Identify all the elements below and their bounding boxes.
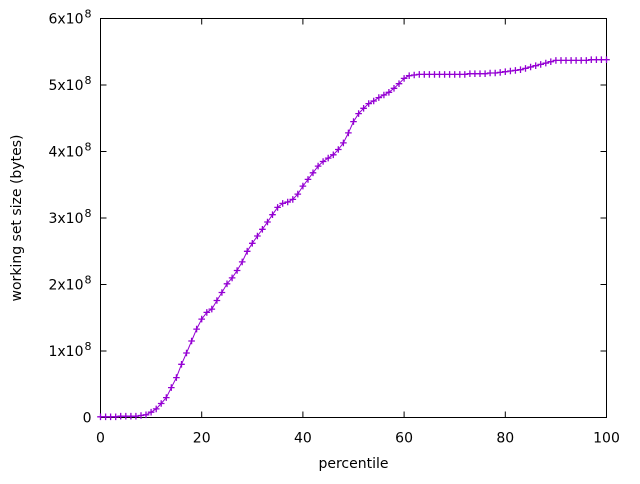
y-tick-label: 3x108 bbox=[48, 207, 91, 227]
x-tick-label: 0 bbox=[96, 431, 105, 447]
y-tick-label: 4x108 bbox=[48, 141, 91, 161]
y-tick-label: 6x108 bbox=[48, 8, 91, 28]
series-line bbox=[100, 59, 607, 418]
x-tick-label: 80 bbox=[496, 431, 514, 447]
y-tick-label: 2x108 bbox=[48, 274, 91, 294]
y-axis-tick-labels: 0 1x108 2x108 3x108 4x108 5x108 6x108 bbox=[48, 8, 91, 427]
x-axis-tick-labels: 0 20 40 60 80 100 bbox=[96, 431, 620, 447]
x-tick-label: 60 bbox=[395, 431, 413, 447]
y-tick-label: 5x108 bbox=[48, 74, 91, 94]
x-tick-label: 20 bbox=[193, 431, 211, 447]
y-axis-title: working set size (bytes) bbox=[9, 135, 25, 302]
y-tick-label: 0 bbox=[83, 411, 92, 427]
data-series bbox=[97, 56, 610, 421]
plot-border bbox=[100, 18, 607, 418]
x-axis-title: percentile bbox=[318, 456, 388, 472]
y-tick-label: 1x108 bbox=[48, 340, 91, 360]
axis-ticks bbox=[100, 18, 607, 418]
x-tick-label: 40 bbox=[294, 431, 312, 447]
x-tick-label: 100 bbox=[593, 431, 620, 447]
series-plus-markers bbox=[97, 56, 610, 421]
